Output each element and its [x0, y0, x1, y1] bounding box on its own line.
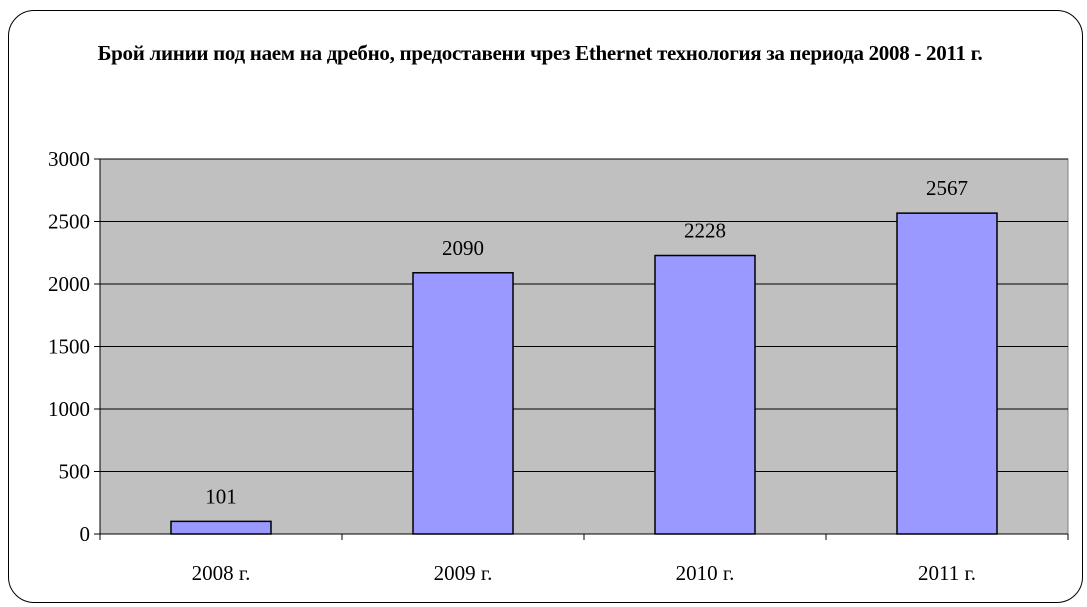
x-tick-label: 2008 г.: [192, 561, 251, 585]
data-label: 2567: [926, 176, 968, 200]
y-tick-label: 2500: [48, 210, 90, 234]
bar: [170, 520, 272, 535]
y-tick-label: 1000: [48, 397, 90, 421]
y-tick-label: 0: [80, 522, 91, 546]
x-tick-label: 2010 г.: [676, 561, 735, 585]
data-label: 2090: [442, 236, 484, 260]
data-label: 101: [205, 484, 237, 508]
y-tick-label: 500: [59, 460, 91, 484]
data-label: 2228: [684, 219, 726, 243]
y-tick-label: 3000: [48, 147, 90, 171]
y-tick-label: 2000: [48, 272, 90, 296]
x-tick-label: 2009 г.: [434, 561, 493, 585]
bar: [412, 272, 514, 535]
y-tick-label: 1500: [48, 335, 90, 359]
x-tick-label: 2011 г.: [918, 561, 976, 585]
bar: [654, 254, 756, 535]
bar: [896, 212, 998, 535]
chart-title: Брой линии под наем на дребно, предостав…: [97, 41, 983, 65]
